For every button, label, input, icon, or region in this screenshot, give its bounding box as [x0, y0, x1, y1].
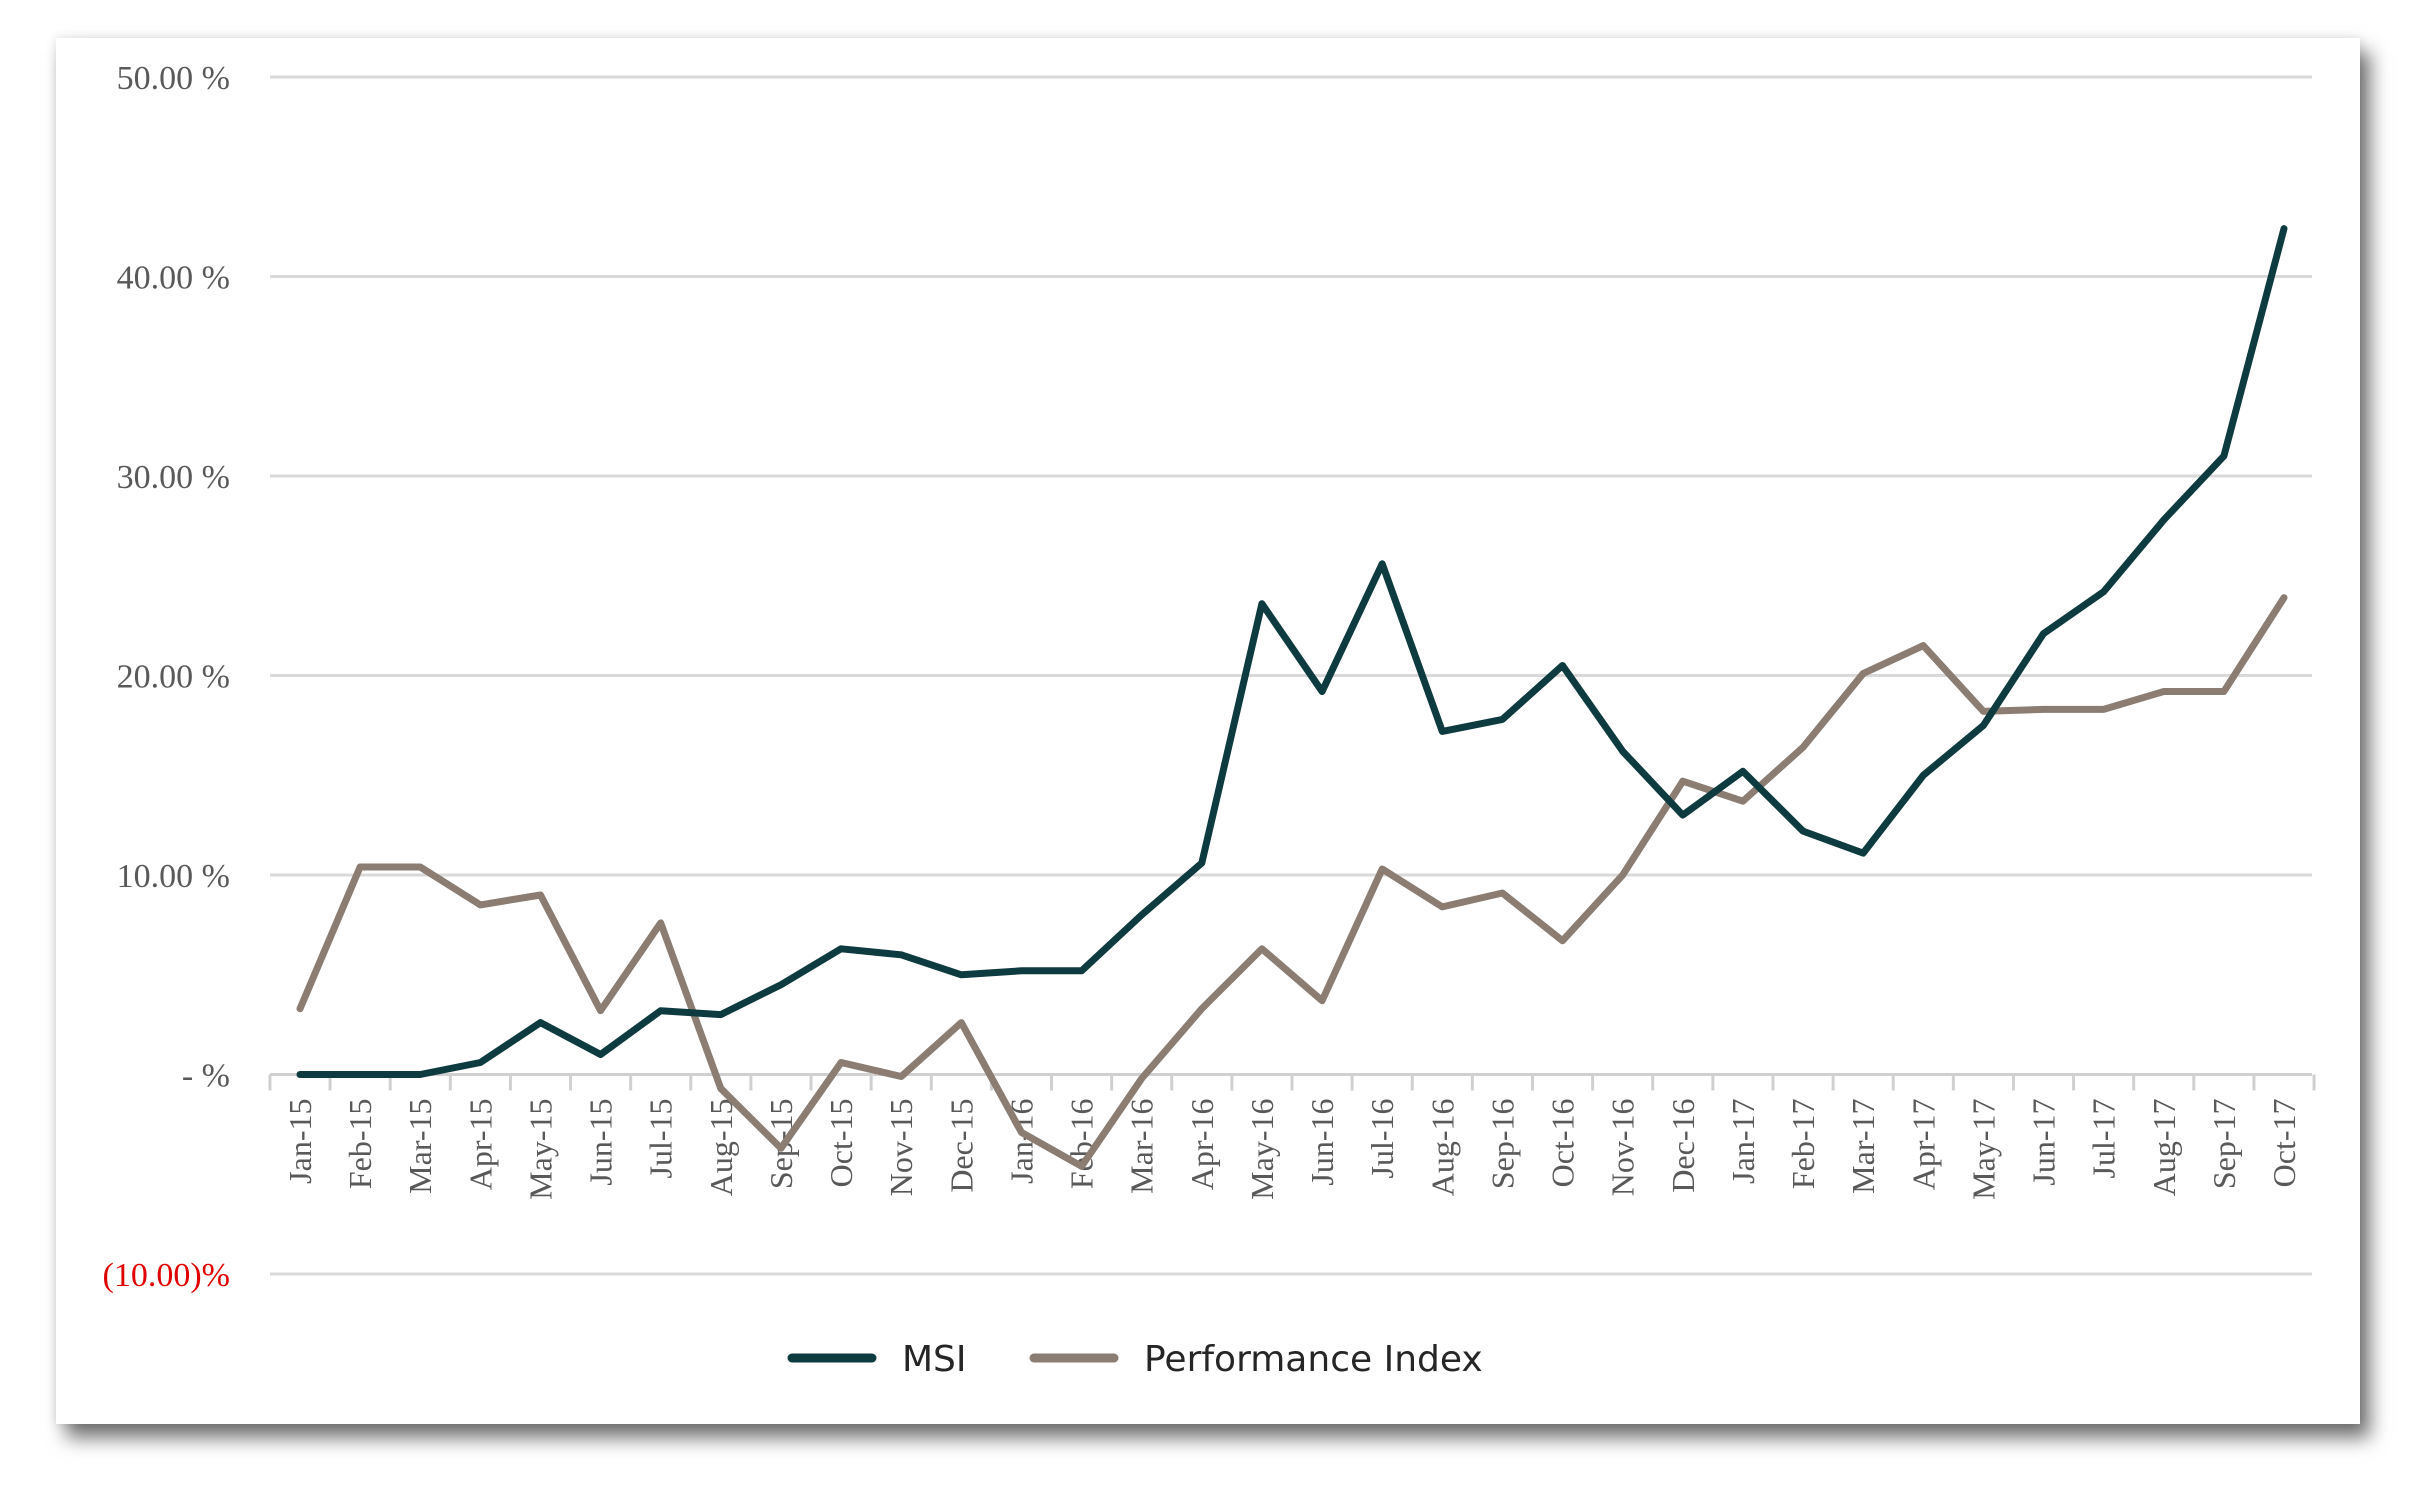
x-tick-label: Oct-17	[2266, 1099, 2302, 1188]
x-tick-label: Jun-17	[2026, 1099, 2062, 1186]
x-tick-label: Jul-17	[2086, 1099, 2122, 1179]
y-tick-label: - %	[182, 1058, 230, 1095]
x-tick-label: May-17	[1965, 1099, 2001, 1200]
x-tick-label: Mar-15	[402, 1099, 438, 1194]
x-tick-label: Jan-15	[282, 1099, 318, 1184]
x-tick-label: Apr-15	[462, 1099, 498, 1191]
x-tick-label: Jun-15	[583, 1099, 619, 1186]
x-tick-label: Mar-16	[1124, 1099, 1160, 1194]
x-tick-label: Aug-17	[2146, 1099, 2182, 1197]
x-tick-label: Feb-15	[342, 1099, 378, 1190]
y-tick-label: 50.00 %	[117, 60, 230, 97]
x-tick-label: May-15	[522, 1099, 558, 1200]
x-tick-label: May-16	[1244, 1099, 1280, 1200]
series-lines	[296, 225, 2288, 1170]
series-line-performance-index	[296, 594, 2288, 1170]
y-tick-label: 30.00 %	[117, 459, 230, 496]
x-tick-label: Feb-17	[1785, 1099, 1821, 1190]
series-line-msi	[296, 225, 2288, 1078]
x-tick-label: Jan-17	[1725, 1099, 1761, 1184]
x-tick-label: Apr-17	[1905, 1099, 1941, 1191]
y-tick-label: 20.00 %	[117, 659, 230, 696]
x-axis	[268, 1073, 2316, 1091]
x-tick-label: Aug-15	[703, 1099, 739, 1197]
y-axis-ticks: 50.00 % 40.00 % 30.00 % 20.00 % 10.00 % - % (1…	[103, 60, 230, 1294]
x-tick-label: Aug-16	[1424, 1099, 1460, 1197]
y-tick-label: 40.00 %	[117, 260, 230, 297]
x-tick-label: Oct-15	[823, 1099, 859, 1188]
legend-label-performance-index: Performance Index	[1144, 1339, 1483, 1380]
x-tick-label: Dec-16	[1665, 1099, 1701, 1193]
y-tick-label: 10.00 %	[117, 858, 230, 895]
x-tick-label: Sep-16	[1484, 1099, 1520, 1190]
gridlines	[270, 75, 2312, 1276]
x-tick-label: Nov-16	[1605, 1099, 1641, 1197]
x-tick-label: Jun-16	[1304, 1099, 1340, 1186]
x-tick-label: Jul-15	[643, 1099, 679, 1179]
legend-label-msi: MSI	[902, 1339, 967, 1380]
x-tick-label: Jul-16	[1364, 1099, 1400, 1179]
x-tick-label: Nov-15	[883, 1099, 919, 1197]
x-tick-label: Oct-16	[1545, 1099, 1581, 1188]
legend: MSI Performance Index	[787, 1339, 1483, 1380]
x-tick-label: Mar-17	[1845, 1099, 1881, 1194]
x-axis-ticks: Jan-15 Feb-15 Mar-15 Apr-15 May-15 Jun-15 Jul-…	[282, 1099, 2302, 1200]
y-tick-label: (10.00)%	[103, 1257, 230, 1294]
x-tick-label: Sep-17	[2206, 1099, 2242, 1190]
x-tick-label: Apr-16	[1184, 1099, 1220, 1191]
x-tick-label: Dec-15	[943, 1099, 979, 1193]
